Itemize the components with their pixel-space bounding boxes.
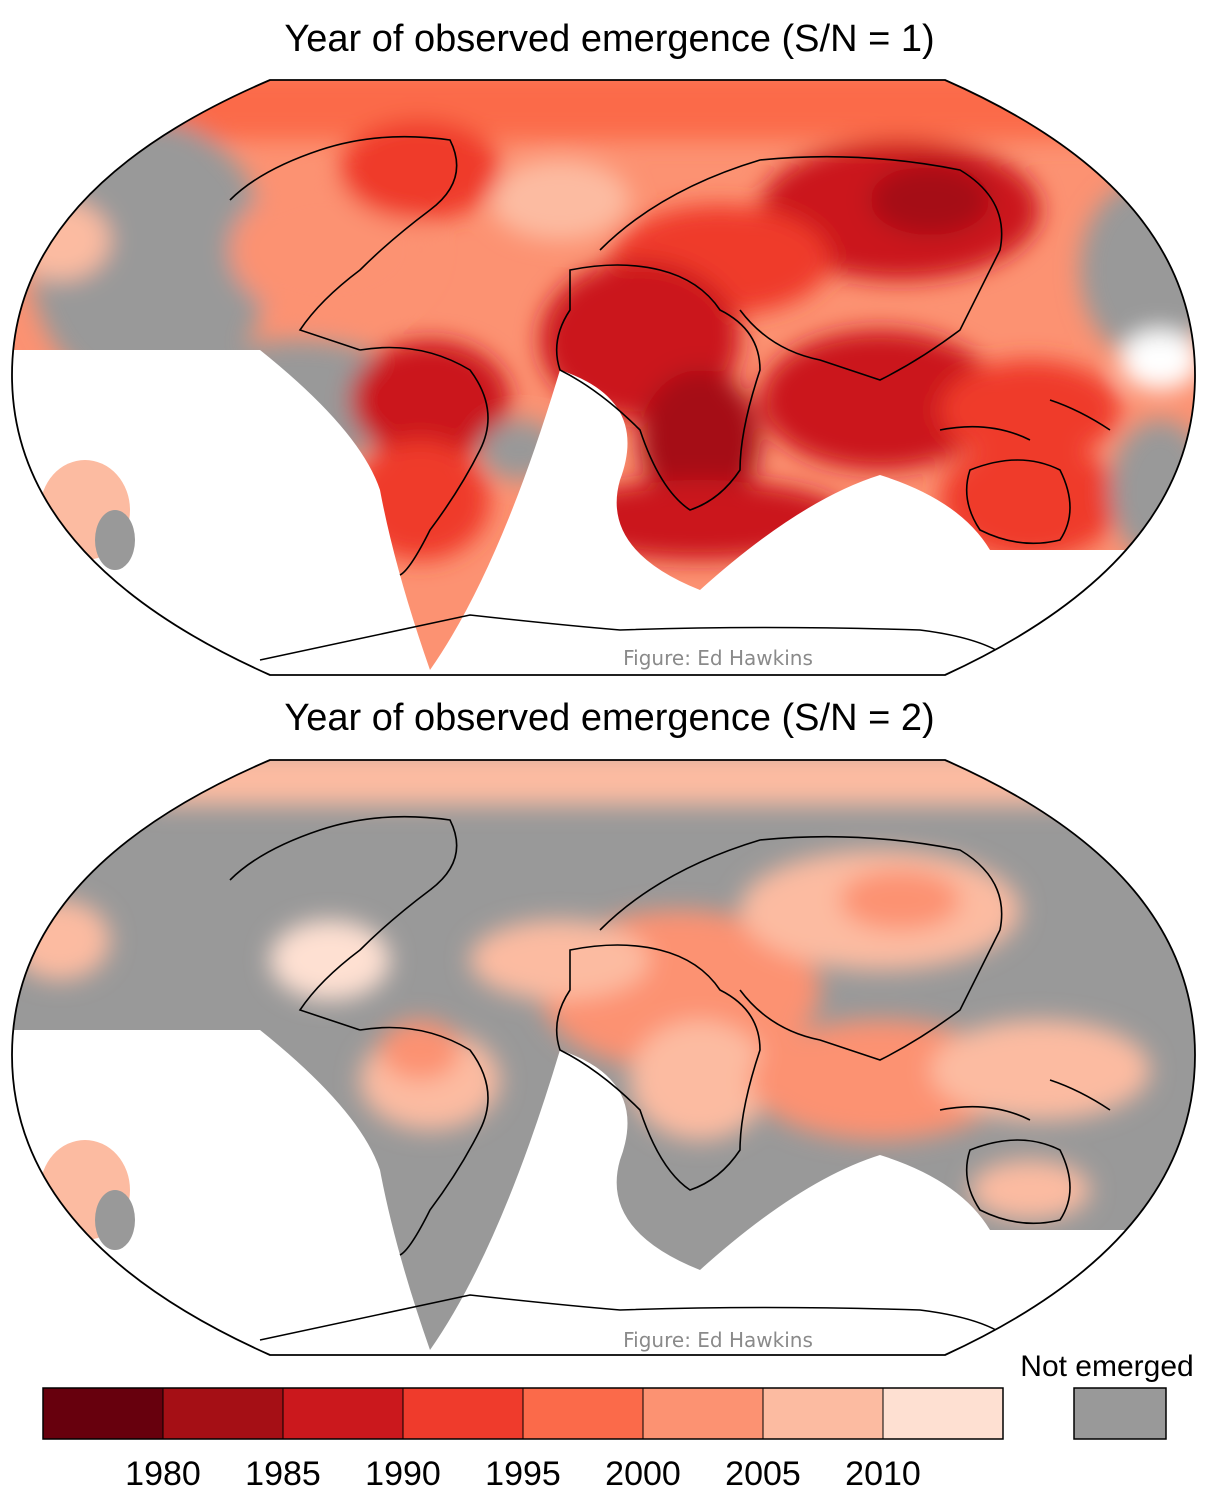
panel-1-credit: Figure: Ed Hawkins (623, 646, 813, 670)
colorbar-tick-label: 2000 (605, 1455, 681, 1486)
colorbar-outline (42, 1387, 1004, 1440)
colorbar-bin (42, 1387, 164, 1440)
map-panel-2: Figure: Ed Hawkins (11, 759, 1196, 1356)
colorbar-bin (762, 1387, 884, 1440)
colorbar-bin (642, 1387, 764, 1440)
map-2-coastlines (229, 815, 1111, 1256)
colorbar-bin (162, 1387, 284, 1440)
colorbar-tick-label: 1985 (245, 1455, 321, 1486)
colorbar-tick-label: 2005 (725, 1455, 801, 1486)
colorbar-bin (282, 1387, 404, 1440)
colorbar (42, 1387, 1004, 1440)
panel-2-credit: Figure: Ed Hawkins (623, 1328, 813, 1352)
colorbar-tick-label: 2010 (845, 1455, 921, 1486)
colorbar-tick-label: 1980 (125, 1455, 201, 1486)
colorbar-tick-labels: 1980 1985 1990 1995 2000 2005 2010 (125, 1455, 921, 1486)
colorbar-tick-label: 1990 (365, 1455, 441, 1486)
colorbar-bin (522, 1387, 644, 1440)
colorbar-bin (402, 1387, 524, 1440)
not-emerged-label: Not emerged (1020, 1350, 1193, 1383)
colorbar-tick-label: 1995 (485, 1455, 561, 1486)
map-2-field (12, 760, 1195, 1355)
not-emerged-swatch (1073, 1387, 1167, 1440)
panel-2-title: Year of observed emergence (S/N = 2) (284, 697, 935, 739)
legend: 1980 1985 1990 1995 2000 2005 2010 Not emerged (42, 1350, 1194, 1486)
map-1-coastlines (229, 135, 1111, 576)
map-panel-1: Figure: Ed Hawkins (11, 79, 1196, 676)
panel-1-title: Year of observed emergence (S/N = 1) (284, 18, 935, 60)
map-1-field (12, 80, 1195, 675)
colorbar-bin (882, 1387, 1004, 1440)
